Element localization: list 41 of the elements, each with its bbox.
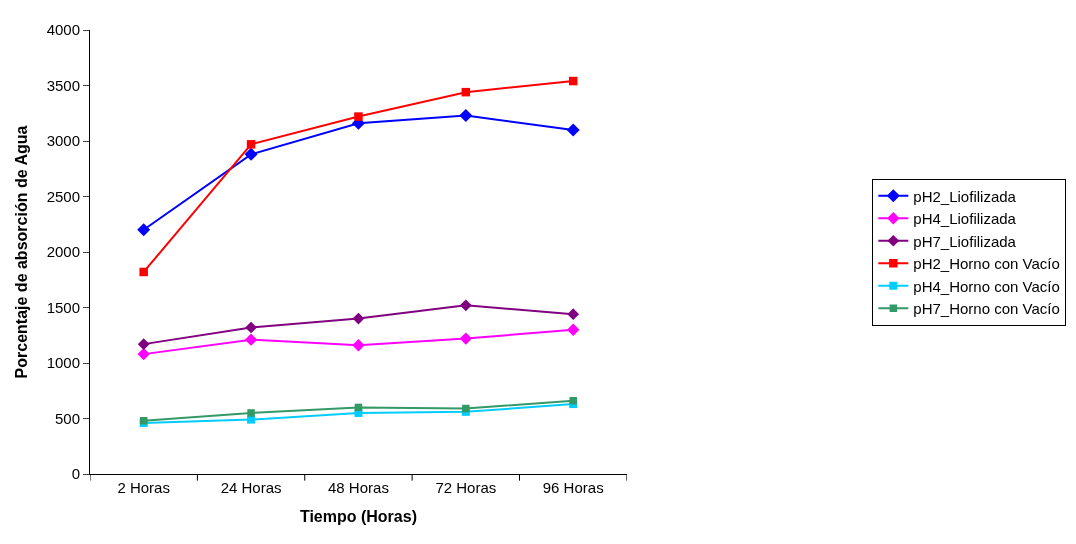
x-tick-label: 2 Horas [117,479,170,496]
point [244,147,258,161]
y-tick-label: 500 [54,409,80,427]
x-tick-label: 96 Horas [542,479,604,496]
y-tick-label: 2000 [46,243,80,261]
x-axis-title: Tiempo (Horas) [299,507,417,525]
legend-label: pH4_Liofilizada [913,210,1017,228]
point [246,140,256,149]
y-tick-label: 3500 [46,76,80,94]
point [137,347,150,361]
point [567,323,580,336]
x-tick-label: 24 Horas [220,479,282,496]
point [352,339,365,352]
y-tick-label: 3000 [46,132,80,150]
legend-label: pH7_Liofilizada [913,232,1017,250]
legend-label: pH7_Horno con Vacío [913,300,1060,318]
point [139,267,148,277]
x-tick-label: 48 Horas [328,479,389,496]
point [569,396,577,405]
point [247,409,255,417]
point [566,123,580,137]
y-tick-label: 2500 [46,187,80,205]
y-tick-label: 4000 [46,21,80,39]
point [459,332,473,345]
y-axis-title: Porcentaje de absorción de Agua [12,125,30,379]
y-tick-label: 1000 [46,354,80,372]
point [567,308,580,321]
y-tick-label: 0 [71,465,80,483]
point [137,223,151,237]
point [244,333,258,346]
point [245,321,257,334]
point [354,112,363,121]
legend-label: pH2_Horno con Vacío [913,255,1060,273]
x-tick-label: 72 Horas [435,479,497,496]
legend-label: pH4_Horno con Vacío [913,277,1060,295]
legend-label: pH2_Liofilizada [913,187,1017,205]
point [137,338,150,350]
point [459,299,472,312]
point [352,312,365,325]
point [459,108,473,122]
y-tick-label: 1500 [46,298,80,316]
